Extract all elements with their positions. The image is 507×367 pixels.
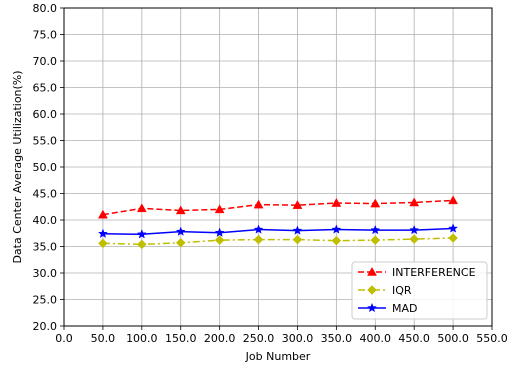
x-tick-label: 200.0 <box>204 332 236 345</box>
legend-box <box>351 261 488 320</box>
x-tick-label: 150.0 <box>165 332 197 345</box>
data-point-iqr <box>448 233 458 243</box>
y-tick-label: 65.0 <box>33 82 58 95</box>
y-tick-label: 70.0 <box>33 55 58 68</box>
data-point-interference <box>409 197 420 207</box>
x-axis-label: Job Number <box>245 350 311 363</box>
data-point-mad <box>370 224 381 235</box>
y-tick-label: 25.0 <box>33 294 58 307</box>
x-tick-label: 400.0 <box>360 332 392 345</box>
x-tick-label: 250.0 <box>243 332 275 345</box>
data-point-mad <box>448 223 459 233</box>
legend: INTERFERENCE IQR MAD <box>351 261 488 320</box>
x-tick-label: 550.0 <box>476 332 507 345</box>
y-tick-label: 60.0 <box>33 108 58 121</box>
data-point-interference <box>214 204 225 214</box>
legend-label-iqr: IQR <box>392 284 412 297</box>
x-tick-label: 500.0 <box>437 332 469 345</box>
y-axis-label: Data Center Average Utilization(%) <box>11 70 24 263</box>
y-axis-ticks: 20.0 25.0 30.0 35.0 40.0 45.0 50.0 55.0 60.0 65.0… <box>33 2 64 333</box>
data-point-iqr <box>98 238 108 249</box>
legend-label-interference: INTERFERENCE <box>392 266 476 279</box>
x-tick-label: 100.0 <box>126 332 158 345</box>
series-group <box>97 195 459 250</box>
data-point-iqr <box>292 234 303 245</box>
data-point-iqr <box>253 234 264 245</box>
x-tick-label: 300.0 <box>282 332 314 345</box>
data-point-mad <box>292 225 303 235</box>
data-point-interference <box>97 209 108 219</box>
data-point-interference <box>370 198 381 208</box>
data-point-mad <box>97 228 108 238</box>
series-line-iqr <box>102 237 454 246</box>
data-point-iqr <box>175 237 186 248</box>
y-tick-label: 80.0 <box>33 2 58 15</box>
data-point-interference <box>448 195 459 205</box>
y-tick-label: 35.0 <box>33 241 58 254</box>
data-point-interference <box>253 199 264 209</box>
data-point-interference <box>292 200 303 209</box>
data-point-iqr <box>409 234 420 244</box>
x-tick-label: 450.0 <box>398 332 430 345</box>
data-point-iqr <box>331 235 342 246</box>
y-tick-label: 20.0 <box>33 320 58 333</box>
series-line-interference <box>102 199 454 216</box>
legend-marker-iqr <box>367 285 377 295</box>
y-tick-label: 30.0 <box>33 267 58 280</box>
x-axis-ticks: 0.0 50.0 100.0 150.0 200.0 250.0 300.0 350.0 400… <box>55 326 507 345</box>
x-tick-label: 350.0 <box>321 332 353 345</box>
data-point-iqr <box>136 239 147 250</box>
data-point-interference <box>136 203 147 213</box>
legend-label-mad: MAD <box>392 302 418 315</box>
legend-marker-mad <box>367 302 377 313</box>
series-mad <box>97 223 459 239</box>
y-tick-label: 55.0 <box>33 135 58 148</box>
y-tick-label: 75.0 <box>33 29 58 42</box>
series-interference <box>97 195 459 219</box>
y-tick-label: 45.0 <box>33 188 58 201</box>
y-tick-label: 50.0 <box>33 161 58 174</box>
x-tick-label: 50.0 <box>91 332 116 345</box>
data-point-mad <box>253 224 264 234</box>
data-point-mad <box>409 224 420 235</box>
data-point-interference <box>175 205 186 215</box>
series-line-mad <box>102 227 454 236</box>
y-tick-label: 40.0 <box>33 214 58 227</box>
data-point-iqr <box>214 235 225 245</box>
series-iqr <box>98 233 458 250</box>
legend-marker-interference <box>367 266 377 276</box>
data-point-mad <box>214 227 225 237</box>
data-point-mad <box>136 229 147 239</box>
x-tick-label: 0.0 <box>55 332 73 345</box>
data-point-mad <box>331 224 342 234</box>
data-point-iqr <box>370 235 381 245</box>
data-point-interference <box>331 198 342 207</box>
data-point-mad <box>175 226 186 236</box>
